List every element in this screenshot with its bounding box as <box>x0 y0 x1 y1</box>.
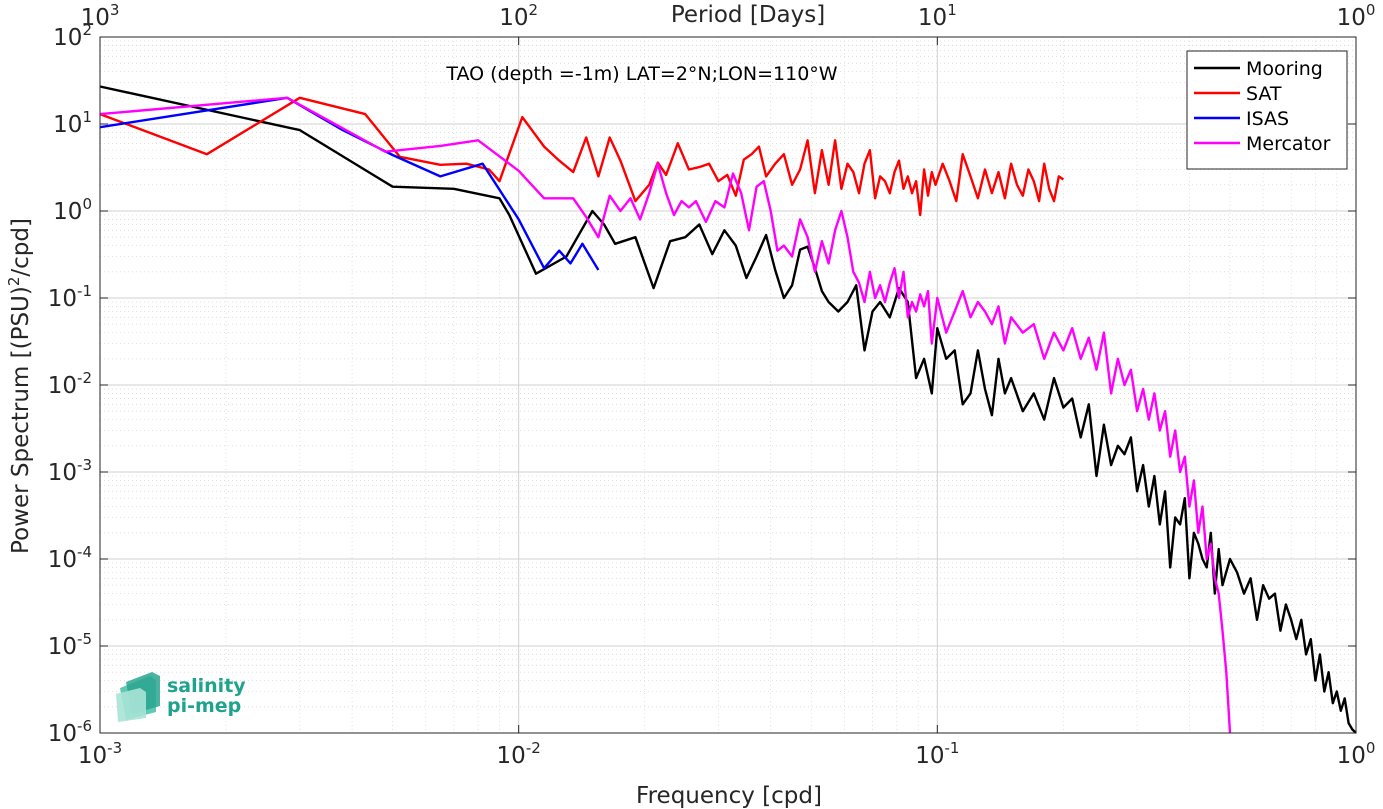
y-axis-label: Power Spectrum [(PSU)2/cpd] <box>5 218 34 554</box>
x-tick-label: 100 <box>1337 739 1376 769</box>
y-tick-label: 100 <box>53 195 92 225</box>
y-tick-label: 101 <box>53 108 92 138</box>
top-tick-label: 101 <box>918 1 957 31</box>
y-axis-label-main: Power Spectrum [(PSU) <box>8 286 34 554</box>
top-x-axis-label: Period [Days] <box>671 2 825 28</box>
chart-title: TAO (depth =-1m) LAT=2°N;LON=110°W <box>445 63 837 85</box>
series-line-sat <box>99 96 1065 217</box>
series-line-mercator <box>99 96 1232 734</box>
legend: Mooring SAT ISAS Mercator <box>1186 50 1348 170</box>
y-tick-label: 10-4 <box>48 543 92 573</box>
y-tick-label: 102 <box>53 21 92 51</box>
logo-line1: salinity <box>167 675 246 697</box>
series-line-mooring <box>99 85 1357 734</box>
salinity-pi-mep-logo: salinity pi-mep <box>116 672 246 722</box>
top-tick-label: 102 <box>499 1 538 31</box>
grid <box>99 37 1356 734</box>
series-line-isas <box>99 96 600 271</box>
x-tick-label: 10-1 <box>915 739 959 769</box>
legend-box <box>1186 50 1348 170</box>
top-tick-label: 100 <box>1337 1 1376 31</box>
y-axis-label-suffix: /cpd] <box>8 218 34 277</box>
legend-label-isas: ISAS <box>1246 108 1289 130</box>
x-tick-label: 10-2 <box>497 739 541 769</box>
legend-label-sat: SAT <box>1246 83 1282 105</box>
y-tick-label: 10-2 <box>48 369 92 399</box>
top-tick-label: 103 <box>81 1 120 31</box>
y-tick-label: 10-1 <box>48 282 92 312</box>
x-tick-label: 10-3 <box>78 739 122 769</box>
y-tick-label: 10-5 <box>48 630 92 660</box>
legend-label-mercator: Mercator <box>1246 133 1331 155</box>
y-tick-label: 10-6 <box>48 717 92 747</box>
y-tick-label: 10-3 <box>48 456 92 486</box>
series-group <box>99 85 1357 734</box>
logo-line2: pi-mep <box>167 695 241 717</box>
y-axis-label-sup: 2 <box>5 277 23 287</box>
legend-label-mooring: Mooring <box>1246 58 1323 80</box>
x-axis-label: Frequency [cpd] <box>636 783 822 809</box>
